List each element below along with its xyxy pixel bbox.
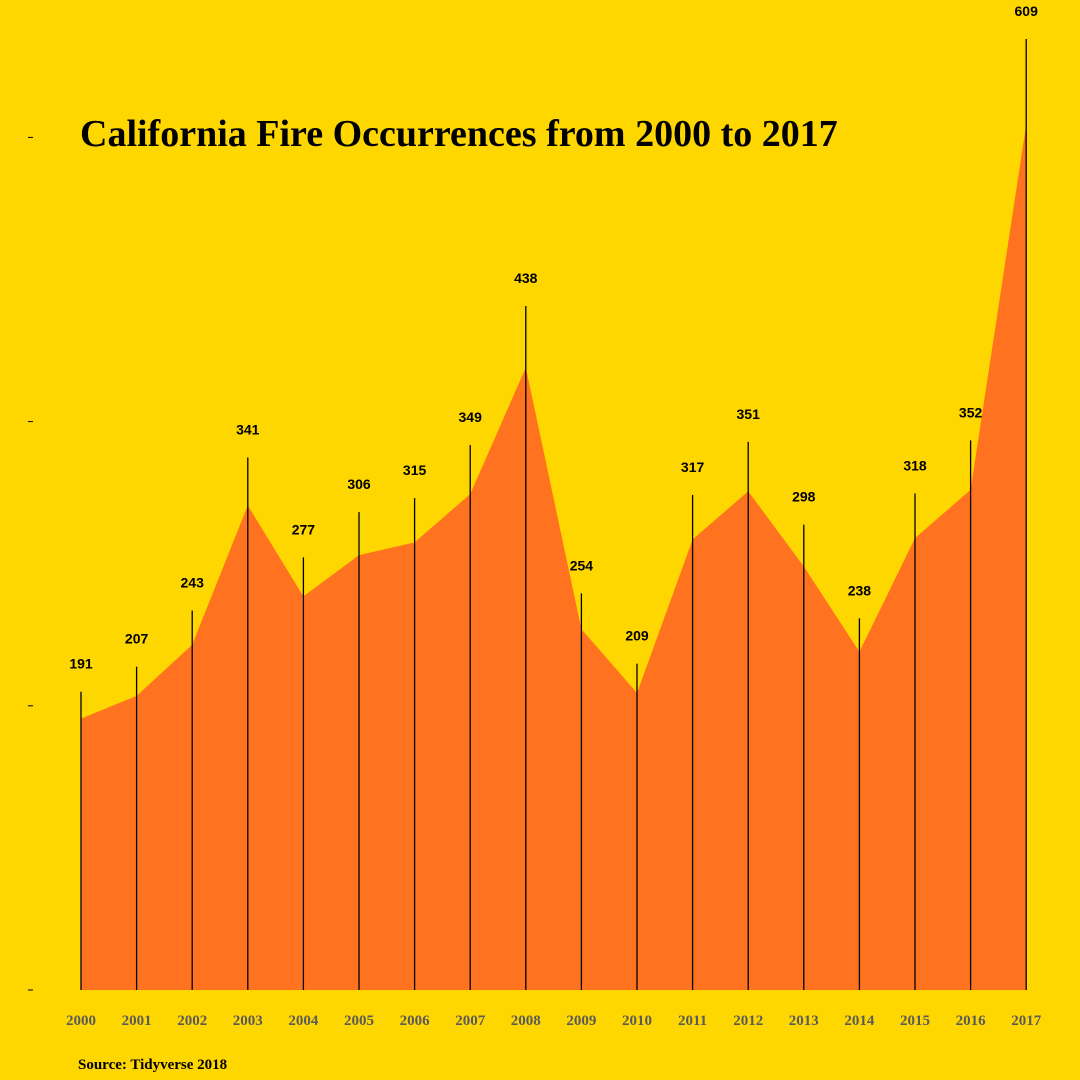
x-tick-label-2004: 2004 xyxy=(288,1013,319,1029)
value-label-2012: 351 xyxy=(737,406,761,422)
x-tick-label-2012: 2012 xyxy=(733,1013,763,1029)
y-axis-ticks xyxy=(28,136,33,991)
value-label-2007: 349 xyxy=(459,409,483,425)
x-tick-label-2005: 2005 xyxy=(344,1013,374,1029)
value-labels: 191 207 243 341 277 306 315 349 438 254 209 317 351 2… xyxy=(69,3,1038,672)
lollipop-layer xyxy=(80,38,1027,990)
value-label-2010: 209 xyxy=(625,628,649,644)
x-tick-label-2002: 2002 xyxy=(177,1013,207,1029)
x-tick-label-2013: 2013 xyxy=(789,1013,819,1029)
value-label-2011: 317 xyxy=(681,459,705,475)
value-label-2015: 318 xyxy=(903,457,927,473)
x-tick-label-2011: 2011 xyxy=(678,1013,707,1029)
x-tick-label-2008: 2008 xyxy=(511,1013,541,1029)
value-label-2004: 277 xyxy=(292,521,316,537)
value-label-2014: 238 xyxy=(848,582,872,598)
value-label-2005: 306 xyxy=(347,476,371,492)
source-note: Source: Tidyverse 2018 xyxy=(78,1057,227,1073)
area-series xyxy=(81,124,1027,990)
x-tick-label-2006: 2006 xyxy=(400,1013,431,1029)
value-label-2013: 298 xyxy=(792,489,816,505)
x-tick-label-2001: 2001 xyxy=(122,1013,152,1029)
x-tick-label-2007: 2007 xyxy=(455,1013,486,1029)
x-axis-tick-labels: 2000 2001 2002 2003 2004 2005 2006 2007 2008 2009… xyxy=(66,1013,1042,1029)
value-label-2000: 191 xyxy=(69,656,93,672)
value-label-2009: 254 xyxy=(570,557,594,573)
x-tick-label-2003: 2003 xyxy=(233,1013,263,1029)
area-layer xyxy=(81,124,1027,990)
chart-title: California Fire Occurrences from 2000 to… xyxy=(80,113,838,155)
x-tick-label-2014: 2014 xyxy=(844,1013,875,1029)
x-tick-label-2009: 2009 xyxy=(566,1013,596,1029)
value-label-2008: 438 xyxy=(514,270,538,286)
x-tick-label-2017: 2017 xyxy=(1011,1013,1042,1029)
x-tick-label-2000: 2000 xyxy=(66,1013,96,1029)
value-label-2017: 609 xyxy=(1015,3,1039,19)
x-tick-label-2010: 2010 xyxy=(622,1013,652,1029)
value-label-2001: 207 xyxy=(125,631,149,647)
value-label-2002: 243 xyxy=(181,575,205,591)
value-label-2006: 315 xyxy=(403,462,427,478)
x-tick-label-2015: 2015 xyxy=(900,1013,930,1029)
value-label-2016: 352 xyxy=(959,404,983,420)
x-tick-label-2016: 2016 xyxy=(956,1013,987,1029)
value-label-2003: 341 xyxy=(236,421,260,437)
